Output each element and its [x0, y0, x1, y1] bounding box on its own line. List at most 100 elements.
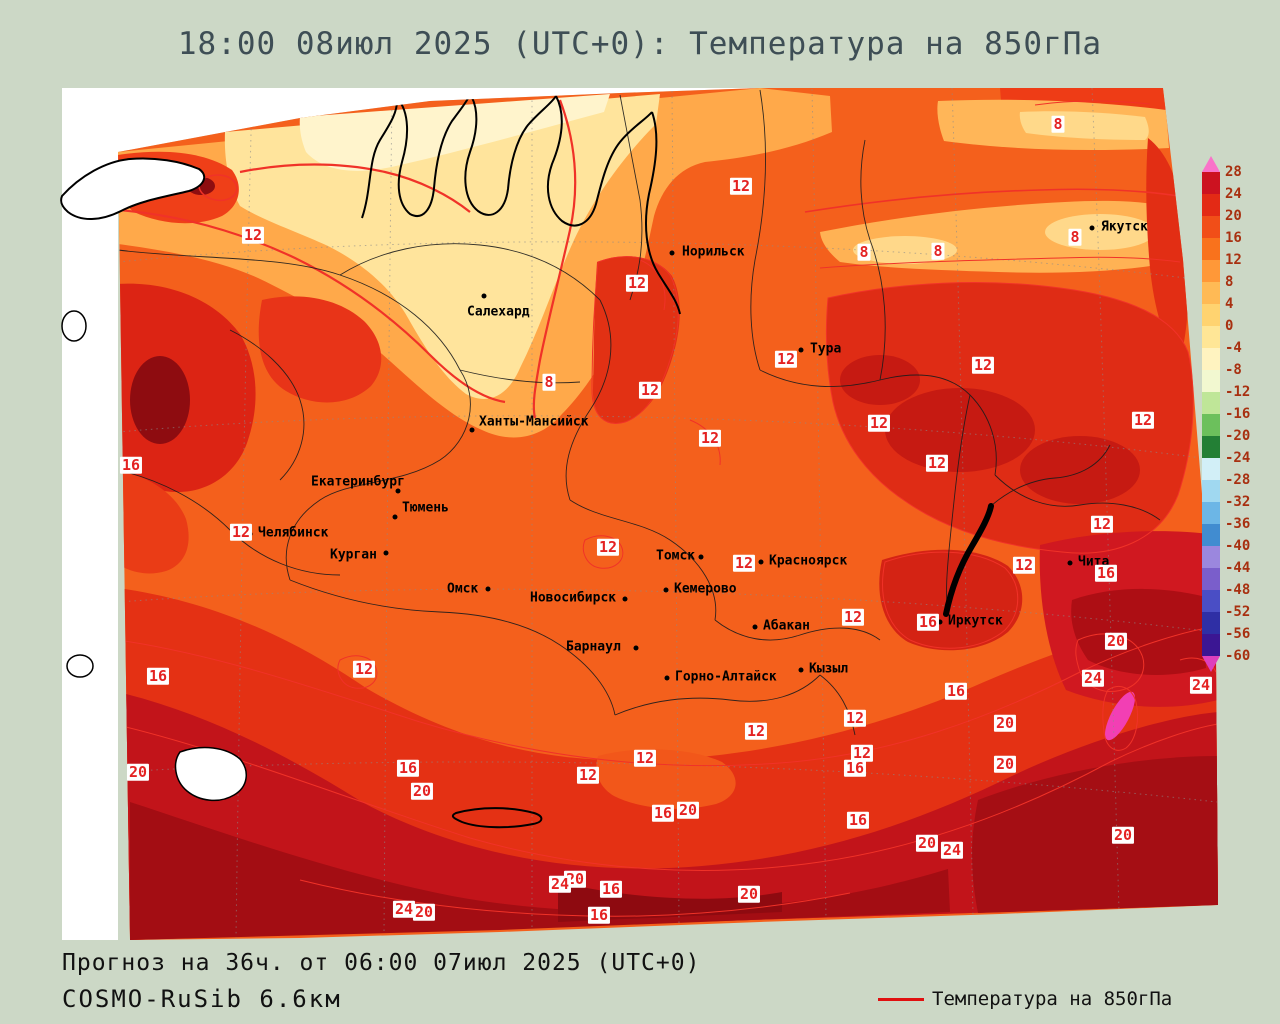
temperature-contours	[118, 99, 1218, 917]
colorbar-tick-label: 16	[1225, 230, 1242, 246]
temp-contour-label: 12	[732, 553, 756, 572]
lake-baikal	[943, 503, 994, 617]
city-label: Курган	[330, 547, 377, 563]
temp-contour-label: 20	[676, 800, 700, 819]
temp-contour-label: 12	[1012, 555, 1036, 574]
city-marker-dot	[758, 559, 764, 565]
colorbar-tick-label: -52	[1225, 604, 1251, 620]
colorbar-band	[1202, 634, 1220, 656]
temp-contour-label: 12	[843, 708, 867, 727]
temp-contour-label: 8	[542, 372, 556, 391]
city-label: Тура	[810, 341, 842, 357]
temp-contour-label: 16	[843, 758, 867, 777]
temp-contour-label: 12	[971, 355, 995, 374]
temp-contour-label: 12	[638, 380, 662, 399]
temp-contour-label: 12	[867, 413, 891, 432]
temp-contour-label: 12	[633, 748, 657, 767]
temp-contour-label: 16	[916, 612, 940, 631]
temp-contour-label: 24	[1189, 675, 1213, 694]
lakes	[174, 503, 994, 829]
city-label: Кемерово	[674, 581, 737, 597]
colorbar-tick-label: 8	[1225, 274, 1234, 290]
colorbar-tick-label: -16	[1225, 406, 1251, 422]
colorbar-tick-label: -60	[1225, 648, 1251, 664]
temp-contour-label: 24	[1081, 668, 1105, 687]
city-marker-dot	[395, 488, 401, 494]
city-marker-dot	[622, 596, 628, 602]
city-label: Горно-Алтайск	[675, 669, 777, 685]
city-marker-dot	[469, 427, 475, 433]
colorbar-tick-label: -4	[1225, 340, 1242, 356]
colorbar-band	[1202, 436, 1220, 458]
coastlines	[361, 89, 681, 315]
city-label: Иркутск	[948, 613, 1003, 629]
city-marker-dot	[664, 675, 670, 681]
temp-contour-label: 12	[229, 522, 253, 541]
city-marker-dot	[383, 550, 389, 556]
city-label: Абакан	[763, 618, 810, 634]
temp-contour-label: 12	[850, 743, 874, 762]
colorbar-band	[1202, 216, 1220, 238]
colorbar: 28 24 20 16 12 8 4 0 -4 -8 -12 -16 -20 -24 -28 -32 -36 -4…	[1202, 156, 1272, 672]
temp-contour-label: 16	[1094, 563, 1118, 582]
colorbar-tick-label: 12	[1225, 252, 1242, 268]
colorbar-band	[1202, 238, 1220, 260]
temp-contour-label: 24	[392, 899, 416, 918]
colorbar-tick-label: -32	[1225, 494, 1251, 510]
temp-contour-label: 16	[651, 803, 675, 822]
city-marker-dot	[698, 554, 704, 560]
city-label: Екатеринбург	[311, 474, 405, 490]
city-marker-dot	[481, 293, 487, 299]
city-marker-dot	[798, 667, 804, 673]
colorbar-band	[1202, 502, 1220, 524]
temperature-field	[118, 88, 1218, 940]
colorbar-bands	[1202, 172, 1272, 656]
lake-caspian-area	[174, 746, 247, 802]
city-marker-dot	[1089, 225, 1095, 231]
temp-contour-label: 12	[241, 225, 265, 244]
temp-contour-label: 16	[119, 455, 143, 474]
city-marker-dot	[663, 587, 669, 593]
colorbar-band	[1202, 172, 1220, 194]
colorbar-band	[1202, 326, 1220, 348]
colorbar-tick-label: -36	[1225, 516, 1251, 532]
colorbar-tick-label: -48	[1225, 582, 1251, 598]
temp-contour-label: 16	[146, 666, 170, 685]
legend-line-sample	[878, 997, 924, 1001]
forecast-info-line: Прогноз на 36ч. от 06:00 07июл 2025 (UTC…	[62, 950, 701, 976]
colorbar-under-arrow	[1202, 656, 1220, 672]
city-label: Омск	[447, 581, 479, 597]
temp-contour-label: 24	[548, 874, 572, 893]
colorbar-band	[1202, 260, 1220, 282]
city-label: Красноярск	[769, 553, 848, 569]
colorbar-tick-label: 24	[1225, 186, 1242, 202]
temp-contour-label: 12	[625, 273, 649, 292]
temp-contour-label: 20	[1104, 631, 1128, 650]
model-info-line: COSMO-RuSib 6.6км	[62, 985, 342, 1013]
colorbar-band	[1202, 458, 1220, 480]
city-label: Новосибирск	[530, 590, 617, 606]
temp-contour-label: 12	[698, 428, 722, 447]
temp-contour-label: 12	[1090, 514, 1114, 533]
temp-contour-label: 20	[126, 762, 150, 781]
graticule	[118, 88, 1218, 939]
city-label: Тюмень	[402, 500, 449, 516]
colorbar-band	[1202, 194, 1220, 216]
temp-contour-label: 8	[857, 242, 871, 261]
colorbar-tick-label: 4	[1225, 296, 1234, 312]
temp-contour-label: 12	[729, 176, 753, 195]
colorbar-tick-label: 28	[1225, 164, 1242, 180]
temp-contour-label: 16	[944, 681, 968, 700]
colorbar-tick-label: -56	[1225, 626, 1251, 642]
colorbar-band	[1202, 348, 1220, 370]
city-marker-dot	[752, 624, 758, 630]
city-marker-dot	[798, 347, 804, 353]
city-label: Норильск	[682, 244, 745, 260]
city-label: Томск	[656, 548, 696, 564]
city-marker-dot	[633, 645, 639, 651]
page-title: 18:00 08июл 2025 (UTC+0): Температура на…	[177, 26, 1103, 62]
colorbar-tick-label: 20	[1225, 208, 1242, 224]
